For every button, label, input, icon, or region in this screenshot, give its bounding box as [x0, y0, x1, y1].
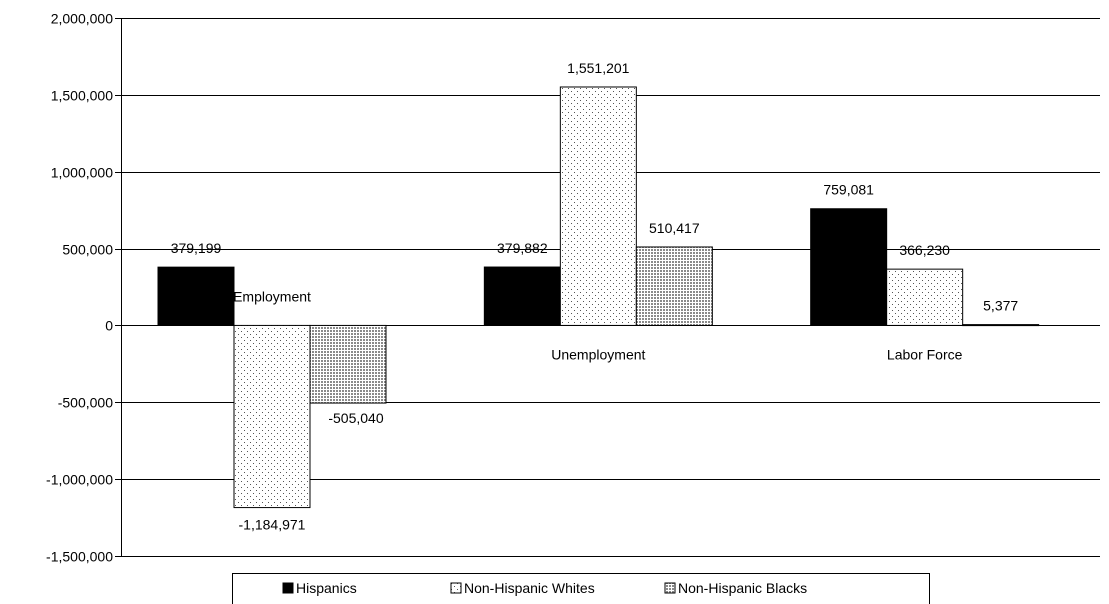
data-label: 366,230: [899, 242, 950, 258]
y-axis: 2,000,000 1,500,000 1,000,000 500,000 0 -500,…: [46, 11, 122, 565]
data-label: -505,040: [328, 410, 383, 426]
data-label: -1,184,971: [239, 517, 306, 533]
y-tick-label: 1,000,000: [51, 165, 113, 181]
data-label: 379,882: [497, 240, 548, 256]
legend-label: Hispanics: [296, 580, 357, 596]
bar-non-hispanic-whites-unemployment: [559, 86, 637, 326]
category-label: Unemployment: [551, 346, 645, 362]
data-label: 510,417: [649, 220, 700, 236]
data-label: 1,551,201: [567, 60, 629, 76]
data-labels: 379,199 -1,184,971 -505,040 379,882 1,551,20…: [171, 60, 1019, 533]
category-label: Labor Force: [887, 346, 963, 362]
data-label: 759,081: [823, 182, 874, 198]
bar-non-hispanic-blacks-labor-force: [962, 324, 1040, 327]
bars: [157, 86, 1040, 509]
category-label: Employment: [233, 288, 311, 304]
legend: Hispanics Non-Hispanic Whites Non-Hispanic…: [232, 573, 930, 604]
bar-non-hispanic-blacks-employment: [309, 324, 387, 404]
legend-box: [232, 573, 930, 604]
y-tick-label: -1,000,000: [46, 472, 113, 488]
bar-non-hispanic-blacks-unemployment: [635, 246, 713, 326]
legend-label: Non-Hispanic Blacks: [678, 580, 807, 596]
data-label: 379,199: [171, 240, 222, 256]
legend-label: Non-Hispanic Whites: [464, 580, 595, 596]
y-tick-label: -500,000: [58, 395, 113, 411]
legend-swatch: [282, 582, 294, 594]
legend-swatch: [664, 582, 676, 594]
y-tick-label: 2,000,000: [51, 11, 113, 27]
y-tick-label: -1,500,000: [46, 549, 113, 565]
legend-swatch: [450, 582, 462, 594]
bar-hispanics-employment: [157, 266, 235, 326]
bar-hispanics-unemployment: [483, 266, 561, 326]
y-tick-label: 500,000: [62, 242, 113, 258]
bar-non-hispanic-whites-employment: [233, 324, 311, 509]
category-labels: Employment Unemployment Labor Force: [233, 288, 963, 362]
data-label: 5,377: [983, 298, 1018, 314]
bar-non-hispanic-whites-labor-force: [886, 268, 964, 326]
bar-hispanics-labor-force: [810, 208, 888, 326]
y-tick-label: 0: [105, 318, 113, 334]
y-tick-label: 1,500,000: [51, 88, 113, 104]
